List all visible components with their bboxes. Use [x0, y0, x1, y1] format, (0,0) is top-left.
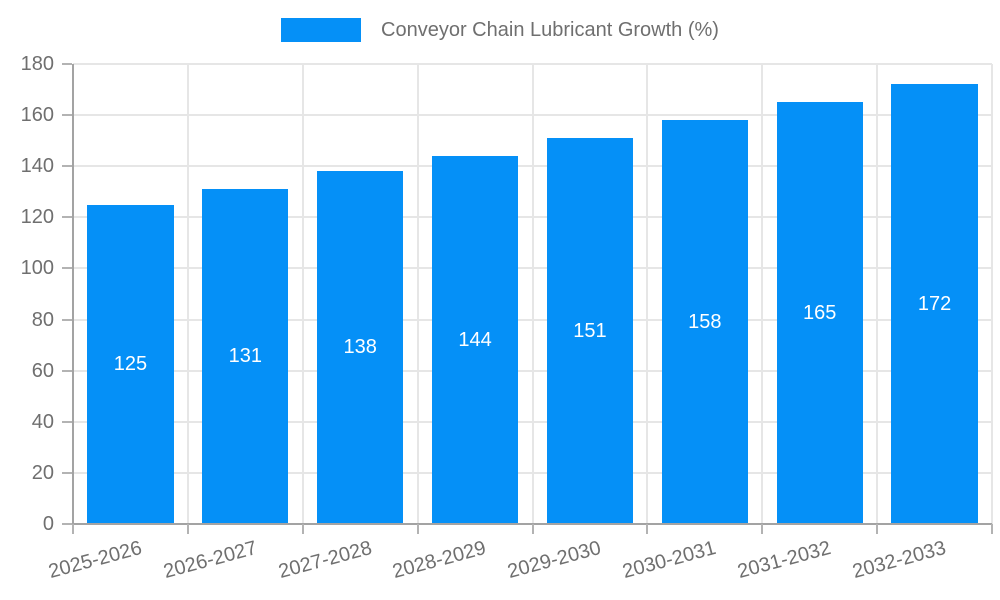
x-axis-tick	[416, 524, 419, 534]
y-axis-tick	[62, 165, 72, 168]
y-tick-label: 160	[20, 104, 54, 127]
x-tick-label: 2029-2030	[505, 537, 604, 584]
v-gridline	[301, 64, 304, 524]
x-axis-tick	[186, 524, 189, 534]
x-tick-label: 2031-2032	[735, 537, 834, 584]
bar: 131	[202, 189, 289, 524]
x-axis-tick	[646, 524, 649, 534]
v-gridline	[876, 64, 879, 524]
y-axis-tick	[62, 369, 72, 372]
x-tick-label: 2032-2033	[850, 537, 949, 584]
bar: 151	[546, 138, 634, 524]
y-axis-tick	[62, 523, 72, 525]
y-axis-tick	[62, 471, 72, 474]
x-axis-tick	[72, 524, 74, 534]
x-tick-label: 2025-2026	[46, 537, 145, 584]
bar-value-label: 165	[803, 301, 837, 324]
x-tick-label: 2026-2027	[160, 537, 260, 584]
x-axis-tick	[301, 524, 304, 534]
y-axis-tick	[62, 63, 72, 65]
y-axis-line	[72, 64, 74, 525]
legend-color-swatch	[281, 18, 362, 42]
y-tick-label: 0	[42, 513, 54, 535]
y-axis-tick	[62, 420, 72, 423]
y-axis-tick	[62, 267, 72, 270]
bar-value-label: 138	[343, 336, 377, 359]
v-gridline	[531, 64, 534, 524]
y-tick-label: 20	[31, 461, 54, 484]
x-axis-tick	[991, 524, 993, 534]
legend-series-label: Conveyor Chain Lubricant Growth (%)	[381, 19, 719, 41]
x-axis-tick	[876, 524, 879, 534]
y-tick-label: 60	[31, 359, 54, 382]
bar: 125	[87, 204, 174, 524]
bar: 144	[431, 156, 519, 524]
y-axis-tick	[62, 216, 72, 219]
y-tick-label: 120	[20, 206, 54, 229]
v-gridline	[761, 64, 764, 524]
bar: 158	[661, 120, 748, 524]
v-gridline	[991, 64, 993, 524]
y-tick-label: 100	[20, 257, 54, 280]
v-gridline	[416, 64, 419, 524]
y-tick-label: 40	[31, 410, 54, 433]
bar-value-label: 151	[573, 319, 607, 342]
chart-legend: Conveyor Chain Lubricant Growth (%)	[0, 18, 1000, 42]
y-tick-label: 180	[20, 53, 54, 75]
y-axis-tick	[62, 114, 72, 117]
bar: 172	[891, 84, 978, 524]
bar: 138	[317, 171, 404, 524]
v-gridline	[646, 64, 649, 524]
bar-value-label: 158	[688, 310, 722, 333]
x-tick-label: 2028-2029	[390, 537, 489, 584]
v-gridline	[186, 64, 189, 524]
x-axis-tick	[531, 524, 534, 534]
y-axis-tick	[62, 318, 72, 321]
x-tick-label: 2030-2031	[620, 537, 719, 584]
x-tick-label: 2027-2028	[275, 537, 374, 584]
y-tick-label: 80	[31, 308, 54, 331]
bar-value-label: 131	[228, 345, 262, 368]
bar-value-label: 125	[113, 352, 148, 375]
bar-value-label: 172	[917, 292, 952, 315]
bar: 165	[776, 102, 863, 524]
x-axis-tick	[761, 524, 764, 534]
y-tick-label: 140	[20, 155, 54, 178]
bar-value-label: 144	[458, 328, 492, 351]
